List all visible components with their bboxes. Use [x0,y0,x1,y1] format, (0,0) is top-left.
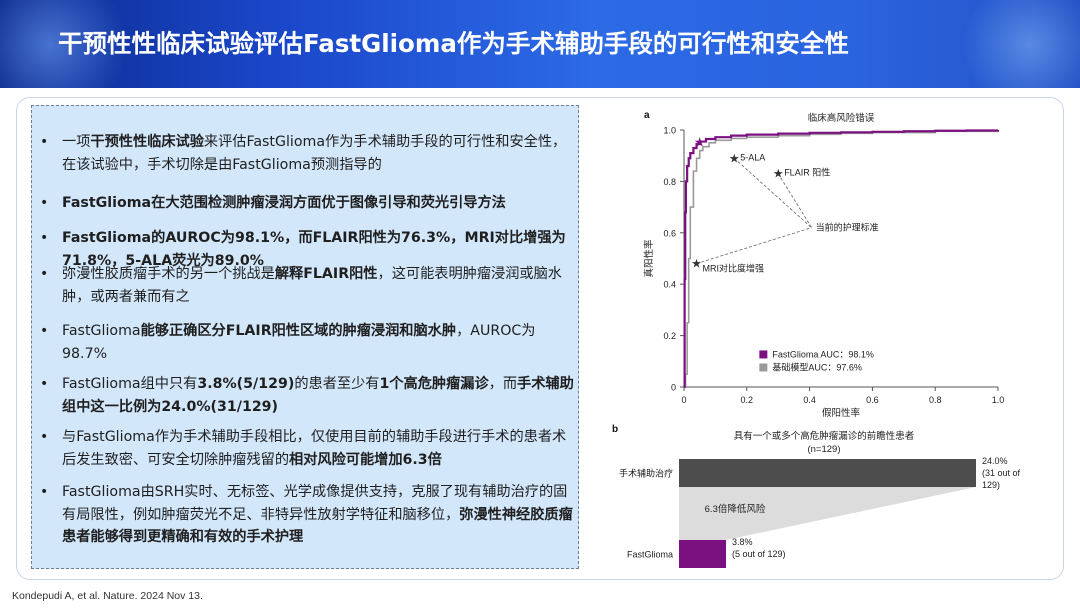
bullet-text: ，而 [488,376,518,392]
bullet-item: 弥漫性胶质瘤手术的另一个挑战是解释FLAIR阳性，这可能表明肿瘤浸润或脑水肿，或… [32,263,580,308]
legend-entry: FastGlioma AUC：98.1% [772,349,874,359]
soc-connector-line [733,157,812,228]
bullet-box: 一项干预性性临床试验来评估FastGlioma作为手术辅助手段的可行性和安全性，… [31,105,579,569]
bar-value-detail: (31 out of [982,468,1021,478]
surgical-adjunct-bar [679,459,976,487]
y-tick-label: 0 [671,383,676,393]
bullet-text: ，AUROC为 98.7% [62,323,536,362]
soc-connector-line [696,227,812,265]
x-axis-label: 假阳性率 [822,407,861,419]
foundation-model-roc-line [684,130,999,388]
bar-chart-subtitle: (n=129) [807,444,840,455]
bullet-bold-text: 1个高危肿瘤漏诊 [379,376,489,392]
bar-value-detail: 129) [982,480,1000,490]
fastglioma-roc-line [683,129,1000,389]
bullet-item: FastGlioma能够正确区分FLAIR阳性区域的肿瘤浸润和脑水肿，AUROC… [32,320,580,365]
y-tick-label: 1.0 [663,126,676,136]
y-tick-label: 0.4 [663,280,676,290]
bullet-item: FastGlioma在大范围检测肿瘤浸润方面优于图像引导和荧光引导方法 [32,192,580,215]
bullet-bold-text: 解释FLAIR阳性 [274,266,378,282]
x-tick-label: 0 [681,395,686,405]
y-tick-label: 0.2 [663,331,676,341]
brain-decoration [0,0,130,88]
star-marker: ★ [773,167,784,181]
bullet-text: FastGlioma由SRH实时、无标签、光学成像提供支持，克服了现有辅助治疗的… [62,484,568,523]
bullet-item: FastGlioma组中只有3.8%(5/129)的患者至少有1个高危肿瘤漏诊，… [32,373,580,418]
bullet-text: 来评估FastGlioma作为手术辅助手段的可行性和安全性，在该试验中，手术切除… [62,134,567,173]
slide-title: 干预性性临床试验评估FastGlioma作为手术辅助手段的可行性和安全性 [58,29,849,58]
bar-value-label: 24.0% [982,456,1008,466]
panel-label-b: b [612,424,618,435]
bullet-item: FastGlioma由SRH实时、无标签、光学成像提供支持，克服了现有辅助治疗的… [32,481,580,549]
y-axis-label: 真阳性率 [643,239,655,278]
bullet-bold-text: 能够正确区分FLAIR阳性区域的肿瘤浸润和脑水肿 [140,323,457,339]
standard-of-care-label: 当前的护理标准 [816,222,879,233]
x-tick-label: 1.0 [992,395,1005,405]
figure-panels: a 临床高风险错误 0 0.2 0.4 0.6 0.8 1.0 0 0.2 0.4 0.6 0.8 1.0… [612,110,1021,568]
bullet-bold-text: 相对风险可能增加6.3倍 [289,451,442,468]
bar-category-label: FastGlioma [627,550,673,560]
bullet-bold-text: 3.8%(5/129) [197,376,295,392]
soc-connector-line [777,173,812,228]
bar-value-label: 3.8% [732,537,753,547]
bullet-bold-text: FastGlioma在大范围检测肿瘤浸润方面优于图像引导和荧光引导方法 [62,195,506,211]
bullet-text: 弥漫性胶质瘤手术的另一个挑战是 [62,266,275,282]
bullet-text: 与FastGlioma作为手术辅助手段相比，仅使用目前的辅助手段进行手术的患者术… [62,429,567,468]
legend-swatch [759,363,768,372]
bullet-text: 的患者至少有 [294,376,380,392]
bullet-bold-text: 干预性性临床试验 [90,134,204,150]
slide-header: 干预性性临床试验评估FastGlioma作为手术辅助手段的可行性和安全性 [0,0,1080,88]
bullet-item: 一项干预性性临床试验来评估FastGlioma作为手术辅助手段的可行性和安全性，… [32,131,580,176]
bar-value-detail: (5 out of 129) [732,549,786,559]
fastglioma-bar [679,540,727,568]
risk-reduction-wedge [679,487,976,540]
bullet-bold-text: 弥漫性神经胶质瘤患者能够得到更精确和有效的手术护理 [62,506,573,546]
marker-label: FLAIR 阳性 [784,167,830,178]
bullet-text: 一项 [62,134,91,150]
roc-title: 临床高风险错误 [808,112,875,124]
bullet-item: 与FastGlioma作为手术辅助手段相比，仅使用目前的辅助手段进行手术的患者术… [32,426,580,471]
bar-category-label: 手术辅助治疗 [619,468,673,479]
marker-label: 5-ALA [740,152,765,162]
panel-label-a: a [644,110,650,121]
marker-label: MRI对比度增强 [703,263,765,274]
head-silhouette-decoration [960,0,1080,88]
x-tick-label: 0.6 [866,395,879,405]
x-tick-label: 0.2 [741,395,754,405]
citation: Kondepudi A, et al. Nature. 2024 Nov 13. [12,590,203,602]
bullet-bold-text: 手术辅助组中这一比例为24.0%(31/129) [62,376,574,415]
y-tick-label: 0.6 [663,228,676,238]
star-marker: ★ [729,151,740,165]
star-marker: ★ [691,257,702,271]
risk-reduction-label: 6.3倍降低风险 [705,503,766,515]
bullet-text: FastGlioma组中只有 [62,376,198,392]
legend-swatch [759,350,768,359]
bar-chart-title: 具有一个或多个高危肿瘤漏诊的前瞻性患者 [734,430,915,442]
fastglioma-star-marker: ★ [694,135,706,150]
x-tick-label: 0.4 [803,395,816,405]
bullet-text: ，这可能表明肿瘤浸润或脑水肿，或两者兼而有之 [62,266,562,305]
y-tick-label: 0.8 [663,177,676,187]
legend-entry: 基础模型AUC：97.6% [772,361,862,372]
bullet-text: FastGlioma [62,323,141,339]
x-tick-label: 0.8 [929,395,942,405]
